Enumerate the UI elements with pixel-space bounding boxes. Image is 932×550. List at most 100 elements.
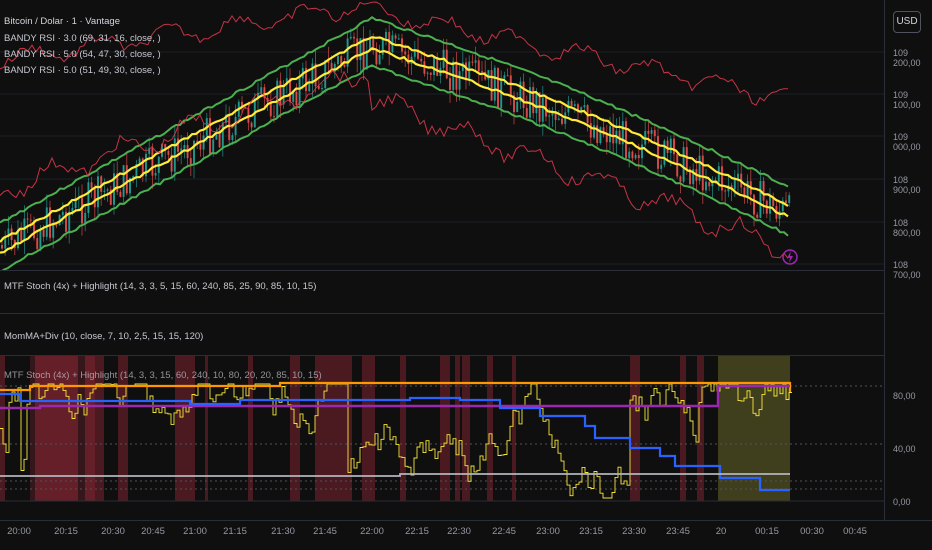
price-chart-canvas[interactable] — [0, 0, 884, 270]
candle-body — [461, 62, 464, 72]
currency-button[interactable]: USD — [893, 11, 921, 33]
candle-body — [215, 131, 218, 140]
candle-body — [548, 115, 551, 117]
candle-body — [74, 197, 77, 209]
candle-body — [177, 138, 179, 152]
candle-body — [551, 111, 554, 116]
candle-body — [337, 56, 339, 65]
candle-body — [218, 131, 221, 148]
price-chart-pane[interactable]: Bitcoin / Dolar · 1 · Vantage BANDY RSI … — [0, 0, 884, 270]
pane-divider[interactable] — [0, 270, 932, 271]
candle-body — [346, 38, 349, 67]
mtf-stoch-highlight-pane[interactable]: MTF Stoch (4x) + Highlight (14, 3, 3, 15… — [0, 356, 884, 520]
indicator-legend-bandy-1[interactable]: BANDY RSI · 3.0 (69, 31, 16, close, ) — [4, 33, 161, 44]
lightning-icon — [782, 249, 798, 265]
candle-body — [100, 176, 103, 192]
candle-body — [199, 143, 202, 150]
candle-body — [189, 158, 192, 165]
candle-body — [474, 60, 477, 63]
candle-body — [365, 50, 368, 70]
candle-body — [122, 165, 125, 197]
candle-body — [167, 151, 170, 155]
candle-body — [522, 81, 525, 108]
candle-body — [737, 173, 739, 180]
candle-body — [327, 60, 330, 63]
candle-body — [487, 70, 490, 80]
candle-body — [135, 164, 138, 177]
stoch-purple-line — [0, 384, 790, 410]
candle-body — [650, 130, 653, 134]
chart-symbol-title[interactable]: Bitcoin / Dolar · 1 · Vantage — [4, 16, 120, 27]
candle-body — [525, 107, 528, 118]
highlight-red-zone — [487, 356, 493, 501]
time-tick: 21:45 — [313, 526, 337, 537]
candle-body — [701, 155, 704, 191]
highlight-red-zone — [440, 356, 450, 501]
stoch-chart-canvas[interactable] — [0, 356, 884, 520]
candle-body — [103, 190, 106, 192]
candle-body — [468, 61, 471, 81]
candle-body — [573, 104, 576, 106]
time-axis[interactable]: 20:00 20:15 20:30 20:45 21:00 21:15 21:30 21:45… — [0, 520, 932, 550]
candle-body — [711, 180, 714, 187]
candle-body — [81, 197, 83, 224]
candle-body — [129, 178, 131, 194]
candle-body — [433, 57, 435, 75]
candle-body — [589, 123, 592, 138]
candle-body — [311, 63, 314, 85]
candle-body — [666, 140, 669, 154]
time-tick: 00:30 — [800, 526, 824, 537]
candle-body — [519, 81, 522, 102]
candle-body — [583, 105, 586, 108]
candle-body — [759, 180, 762, 218]
highlight-red-zone — [630, 356, 640, 501]
candle-body — [132, 176, 135, 179]
highlight-red-zone — [362, 356, 375, 501]
candle-body — [404, 51, 407, 55]
candle-body — [97, 176, 99, 208]
candle-body — [7, 228, 10, 237]
candle-body — [119, 191, 122, 197]
candle-body — [228, 114, 231, 141]
candle-body — [61, 211, 64, 216]
mtf-stoch-highlight-legend[interactable]: MTF Stoch (4x) + Highlight (14, 3, 3, 15… — [4, 370, 322, 381]
candle-body — [298, 78, 301, 106]
mtf-stoch-pane[interactable]: MTF Stoch (4x) + Highlight (14, 3, 3, 5,… — [0, 271, 884, 313]
highlight-red-zone — [462, 356, 470, 501]
candle-body — [170, 154, 173, 172]
highlight-red-zone — [697, 356, 704, 501]
candle-body — [785, 200, 787, 203]
time-tick: 23:45 — [666, 526, 690, 537]
band-green-line — [0, 15, 789, 224]
price-axis[interactable] — [884, 0, 932, 520]
candle-body — [68, 211, 71, 232]
candle-body — [4, 236, 7, 249]
candle-body — [682, 147, 685, 182]
candle-body — [196, 140, 199, 144]
pane-divider[interactable] — [0, 355, 932, 356]
highlight-red-zone — [175, 356, 195, 501]
candle-body — [52, 224, 55, 238]
candle-body — [413, 49, 416, 57]
time-tick: 20:45 — [141, 526, 165, 537]
momma-div-pane[interactable]: MomMA+Div (10, close, 7, 10, 2,5, 15, 15… — [0, 314, 884, 355]
candle-body — [385, 31, 387, 39]
candle-body — [343, 64, 346, 67]
pane-divider[interactable] — [0, 313, 932, 314]
candle-body — [647, 130, 650, 134]
time-tick: 00:45 — [843, 526, 867, 537]
mtf-stoch-legend[interactable]: MTF Stoch (4x) + Highlight (14, 3, 3, 5,… — [4, 281, 317, 292]
candle-body — [289, 78, 291, 102]
indicator-legend-bandy-3[interactable]: BANDY RSI · 5.0 (51, 49, 30, close, ) — [4, 65, 161, 76]
time-tick: 20:30 — [101, 526, 125, 537]
candle-body — [65, 211, 67, 232]
candle-body — [241, 101, 243, 107]
candle-body — [561, 118, 563, 124]
stoch-orange-line — [0, 381, 792, 392]
momma-div-legend[interactable]: MomMA+Div (10, close, 7, 10, 2,5, 15, 15… — [4, 331, 204, 342]
candle-body — [497, 67, 499, 109]
candle-body — [554, 111, 557, 120]
candle-body — [436, 57, 439, 76]
indicator-legend-bandy-2[interactable]: BANDY RSI · 5.0 (54, 47, 30, close, ) — [4, 49, 161, 60]
candle-body — [746, 181, 749, 198]
